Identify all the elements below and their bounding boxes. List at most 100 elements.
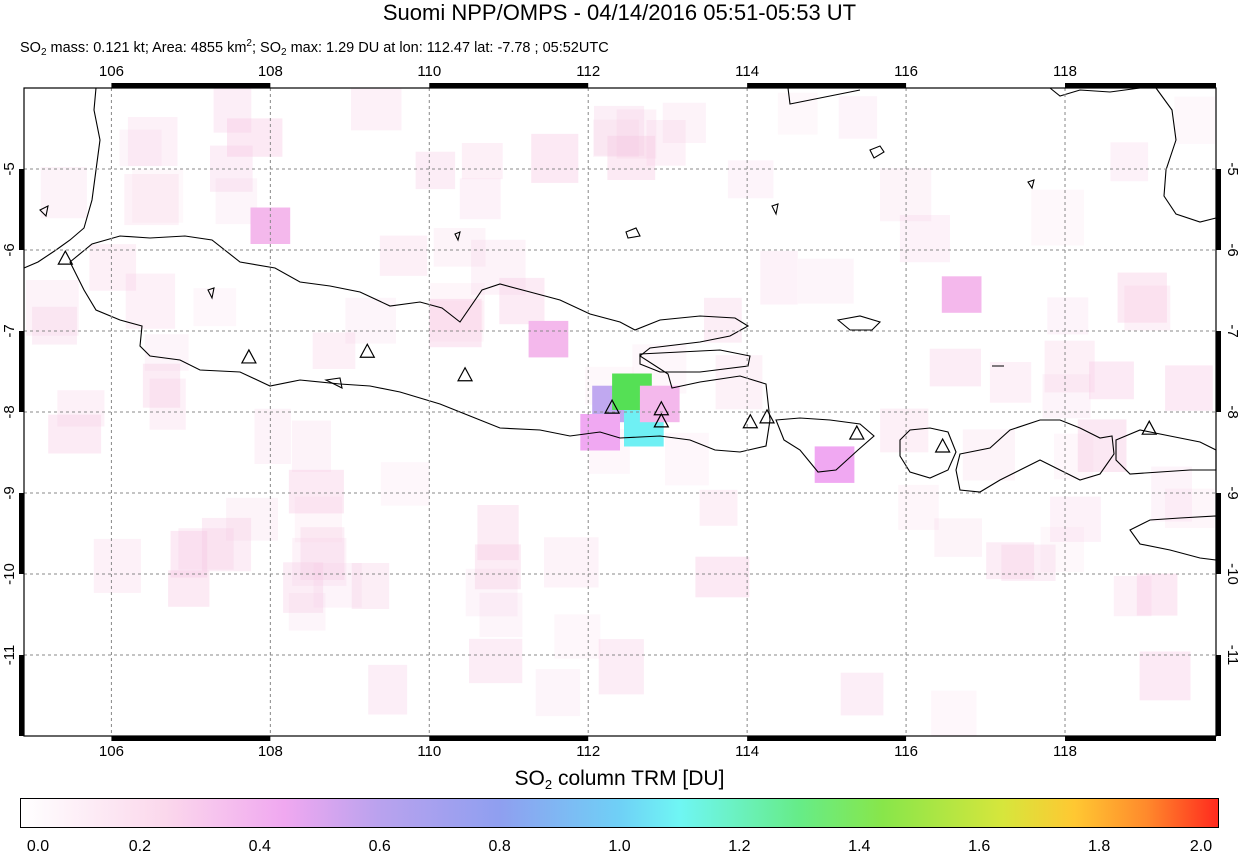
coastline-borneo-east [1155,87,1217,223]
noise-cell [142,363,181,408]
colorbar-tick-label: 1.4 [848,838,871,855]
noise-cell [380,462,430,506]
border-bar [747,736,907,741]
border-bar [1065,736,1216,741]
noise-cell [662,102,706,143]
so2-pixel [814,446,855,483]
colorbar-tick-label: 0.6 [368,838,391,855]
noise-cell [351,563,390,609]
noise-cell [531,133,579,183]
triangle-icon [653,412,670,428]
lon-label-top: 114 [735,63,759,80]
coastline-kangean [836,315,882,331]
noise-cell [215,178,258,225]
noise-cell [312,332,356,369]
lon-label-bottom: 110 [417,743,441,760]
border-bar [429,736,589,741]
noise-cell [931,690,977,736]
noise-cell [898,484,939,530]
so2-pixels [250,207,982,483]
lat-label-left: -7 [1,324,18,337]
noise-cell [368,664,408,715]
noise-cell [695,556,750,598]
lon-label-bottom: 116 [894,743,918,760]
noise-cell [26,280,79,336]
lat-label-right: -10 [1224,563,1239,585]
noise-cell [213,88,252,133]
triangle-icon [457,366,474,382]
noise-cell [40,167,87,219]
lat-label-right: -7 [1224,324,1239,337]
border-bar [111,736,271,741]
noise-cell [1110,142,1149,182]
noise-cell [1165,365,1213,411]
noise-cell [144,334,189,371]
border-bar [19,169,24,250]
colorbar-tick-label: 0.8 [488,838,511,855]
coastline-lombok [899,427,957,479]
coastline-small-4 [771,203,779,216]
lon-label-top: 108 [258,63,283,80]
triangle-icon [742,413,759,429]
noise-cell [32,306,77,345]
coastline-sumbawa [955,419,1115,493]
noise-cell [292,537,347,586]
noise-cell [594,105,645,156]
noise-cell [760,250,798,305]
noise-cell [1117,272,1167,323]
noise-cell [1165,488,1215,528]
noise-cell [415,151,456,190]
noise-cell [300,527,345,580]
noise-cell [48,414,102,454]
background-noise-cells [26,88,1215,736]
triangle-icon [934,437,951,453]
noise-cell [880,408,929,453]
noise-cell [471,239,526,295]
colorbar-tick-label: 0.0 [26,838,50,855]
border-bar [111,83,271,88]
noise-cell [178,528,234,570]
border-bar [1216,331,1221,412]
noise-cell [986,542,1035,580]
lon-label-bottom: 114 [735,743,759,760]
border-bar [429,83,589,88]
lat-label-right: -8 [1224,405,1239,418]
triangle-icon [848,424,865,440]
noise-cell [93,538,141,593]
noise-cell [193,288,237,327]
noise-cell [201,517,252,572]
lon-label-bottom: 112 [576,743,600,760]
noise-cell [479,592,523,638]
noise-cell [1139,651,1191,701]
triangle-icon [57,249,74,265]
noise-cell [1136,573,1178,616]
noise-cell [880,168,932,222]
noise-cell [1050,496,1101,542]
lon-label-bottom: 108 [258,743,283,760]
lat-label-left: -6 [1,243,18,256]
axis-labels: 106 106 108 108 110 110 112 112 114 114 116 116 118 1… [1,63,1239,760]
colorbar-tick-label: 0.4 [248,838,271,855]
coastline-small-3 [39,205,49,218]
lon-label-top: 112 [576,63,600,80]
noise-cell [607,135,656,180]
coastline-madura [639,349,751,373]
noise-cell [1174,96,1215,144]
noise-cell [838,96,878,139]
noise-cell [125,273,176,329]
noise-cell [777,92,818,135]
lon-label-top: 110 [417,63,441,80]
noise-cell [704,297,742,343]
axis-ticks [19,83,1221,741]
noise-cell [840,672,884,716]
coastline-sumatra [23,87,101,269]
noise-cell [291,420,331,473]
colorbar [20,798,1219,828]
noise-cell [1077,419,1127,472]
colorbar-tick-label: 1.6 [968,838,991,855]
noise-cell [429,300,484,342]
triangle-icon [604,398,621,414]
noise-cell [170,530,208,578]
noise-cell [474,544,521,590]
coastline-borneo [787,87,861,105]
